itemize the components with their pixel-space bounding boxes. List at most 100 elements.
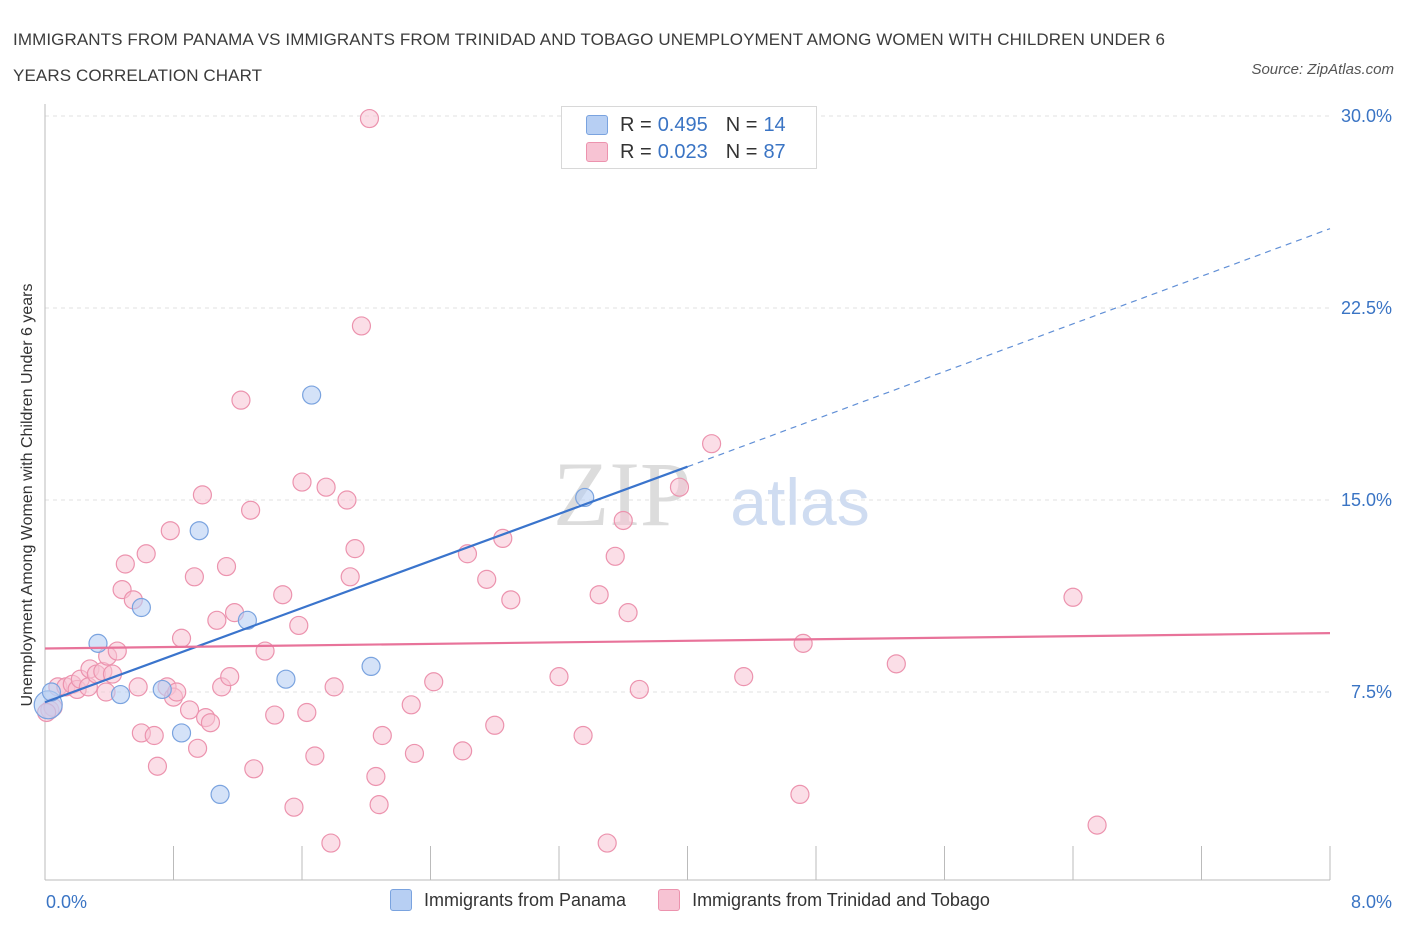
data-point-trinidad	[345, 539, 365, 559]
data-point-panama	[152, 679, 172, 700]
legend-n-label: N =	[725, 140, 758, 163]
data-point-panama	[88, 633, 108, 653]
data-point-trinidad	[613, 510, 633, 531]
data-point-trinidad	[273, 585, 293, 605]
data-point-panama	[276, 669, 296, 689]
data-point-trinidad	[220, 667, 240, 687]
data-point-trinidad	[136, 544, 156, 564]
data-point-trinidad	[321, 833, 341, 853]
y-tick-label: 22.5%	[1341, 298, 1392, 318]
legend-r-value-trinidad: 0.023	[657, 140, 708, 163]
legend-n-value-panama: 14	[763, 113, 786, 136]
correlation-legend: R = 0.495 N = 14 R = 0.023 N = 87	[561, 106, 817, 169]
legend-row-trinidad: R = 0.023 N = 87	[586, 140, 786, 164]
legend-r-label: R =	[620, 140, 652, 163]
data-point-trinidad	[200, 713, 221, 733]
data-point-trinidad	[284, 797, 304, 817]
legend-n-label: N =	[725, 113, 758, 136]
data-point-trinidad	[369, 795, 389, 815]
data-point-trinidad	[734, 667, 754, 687]
data-point-panama	[210, 784, 230, 805]
series-panama-points	[33, 385, 595, 805]
data-point-panama	[110, 684, 131, 705]
data-point-trinidad	[147, 756, 168, 776]
legend-swatch-panama	[390, 889, 412, 911]
x-tick-label: 8.0%	[1351, 892, 1392, 912]
data-point-trinidad	[669, 477, 690, 497]
y-tick-label: 15.0%	[1341, 490, 1392, 510]
legend-swatch-panama	[586, 115, 608, 135]
data-point-trinidad	[424, 672, 444, 692]
data-point-trinidad	[401, 695, 421, 715]
data-point-trinidad	[359, 108, 380, 129]
tick-labels: 7.5% 15.0% 22.5% 30.0% 0.0% 8.0%	[46, 106, 1392, 912]
legend-n-value-trinidad: 87	[763, 140, 786, 163]
series-legend: Immigrants from Panama Immigrants from T…	[390, 889, 1022, 911]
data-point-trinidad	[289, 615, 309, 636]
data-point-trinidad	[501, 590, 521, 610]
data-point-trinidad	[337, 490, 357, 510]
data-point-trinidad	[485, 715, 505, 735]
trend-line-trinidad	[44, 632, 1331, 650]
legend-r-label: R =	[620, 113, 652, 136]
data-point-trinidad	[340, 567, 360, 587]
data-point-trinidad	[372, 725, 392, 746]
data-point-trinidad	[171, 628, 192, 648]
trend-line-panama	[44, 465, 688, 704]
legend-label-panama: Immigrants from Panama	[424, 889, 627, 910]
data-point-trinidad	[207, 610, 227, 630]
data-point-trinidad	[573, 725, 593, 746]
data-point-trinidad	[629, 679, 649, 700]
data-point-trinidad	[292, 472, 312, 492]
x-tick-label: 0.0%	[46, 892, 87, 912]
data-point-trinidad	[107, 641, 127, 661]
data-point-trinidad	[605, 546, 625, 566]
legend-swatch-trinidad	[586, 142, 608, 162]
legend-swatch-trinidad	[658, 889, 681, 911]
data-point-trinidad	[1063, 587, 1083, 607]
data-point-trinidad	[144, 725, 164, 746]
y-tick-label: 7.5%	[1351, 682, 1392, 702]
series-trinidad-points	[37, 108, 1107, 853]
data-point-trinidad	[477, 569, 497, 589]
watermark-atlas: atlas	[730, 465, 869, 539]
trend-line-panama-extension	[687, 228, 1331, 468]
legend-row-panama: R = 0.495 N = 14	[586, 113, 786, 137]
data-point-trinidad	[790, 784, 810, 805]
data-point-trinidad	[701, 434, 722, 454]
data-point-panama	[361, 656, 381, 677]
data-point-trinidad	[241, 500, 261, 520]
chart-title: IMMIGRANTS FROM PANAMA VS IMMIGRANTS FRO…	[13, 30, 1166, 85]
data-point-trinidad	[231, 390, 251, 410]
source-note: Source: ZipAtlas.com	[1251, 61, 1394, 78]
data-point-panama	[171, 723, 192, 743]
data-point-trinidad	[618, 603, 638, 623]
data-point-trinidad	[115, 554, 135, 574]
data-point-trinidad	[305, 746, 325, 766]
y-tick-label: 30.0%	[1341, 106, 1392, 126]
data-point-trinidad	[589, 585, 609, 605]
data-point-trinidad	[351, 316, 372, 336]
data-point-trinidad	[297, 702, 317, 723]
data-point-trinidad	[179, 700, 200, 720]
data-point-trinidad	[549, 667, 569, 687]
legend-item-trinidad: Immigrants from Trinidad and Tobago	[658, 889, 990, 911]
data-point-trinidad	[793, 633, 813, 653]
data-point-trinidad	[128, 677, 148, 697]
trend-lines	[44, 228, 1331, 704]
data-point-trinidad	[886, 654, 906, 674]
legend-item-panama: Immigrants from Panama	[390, 889, 626, 911]
data-point-trinidad	[404, 743, 425, 764]
legend-label-trinidad: Immigrants from Trinidad and Tobago	[692, 889, 990, 910]
data-point-panama	[189, 521, 209, 541]
data-point-trinidad	[184, 567, 204, 587]
data-point-trinidad	[597, 833, 617, 853]
axes	[44, 104, 1331, 881]
data-point-trinidad	[316, 477, 336, 497]
data-point-trinidad	[453, 741, 473, 761]
legend-r-value-panama: 0.495	[657, 113, 708, 136]
data-point-trinidad	[324, 677, 344, 697]
data-point-trinidad	[1087, 815, 1107, 835]
data-point-panama	[237, 610, 257, 630]
